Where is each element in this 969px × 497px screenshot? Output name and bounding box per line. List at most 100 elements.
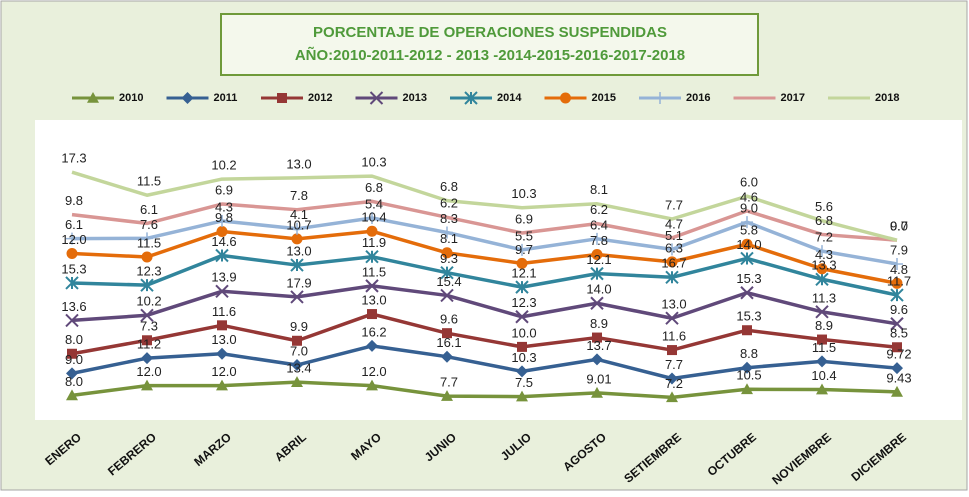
marker	[66, 389, 78, 401]
data-label: 6.1	[65, 217, 83, 232]
marker	[216, 379, 228, 391]
marker	[516, 390, 528, 402]
data-label: 12.0	[361, 364, 386, 379]
marker	[366, 339, 378, 352]
marker	[666, 256, 678, 268]
marker	[891, 277, 903, 289]
marker	[560, 92, 571, 104]
data-label: 6.0	[740, 175, 758, 190]
data-label: 9.0	[65, 352, 83, 367]
marker	[291, 359, 303, 372]
data-label: 0.0	[890, 219, 908, 234]
marker	[742, 325, 752, 336]
data-label: 8.3	[440, 211, 458, 226]
data-label: 9.6	[890, 302, 908, 317]
marker	[816, 263, 828, 275]
marker	[291, 376, 303, 387]
marker	[817, 334, 827, 345]
data-label: 13.6	[61, 299, 86, 314]
marker	[665, 311, 679, 325]
marker	[217, 320, 227, 331]
data-label: 13.0	[361, 292, 386, 307]
data-label: 7.2	[665, 376, 683, 391]
data-label: 8.0	[65, 332, 83, 347]
data-label: 12.0	[136, 364, 161, 379]
data-label: 15.3	[736, 309, 761, 324]
legend-label: 2014	[497, 92, 522, 104]
chart-title: PORCENTAJE DE OPERACIONES SUSPENDIDAS	[313, 24, 667, 41]
marker	[181, 92, 194, 104]
marker	[892, 342, 902, 353]
marker	[665, 270, 679, 285]
chart-subtitle: AÑO:2010-2011-2012 - 2013 -2014-2015-201…	[295, 46, 685, 64]
marker	[592, 332, 602, 343]
marker	[367, 309, 377, 320]
data-label: 6.3	[665, 240, 683, 255]
data-label: 13.0	[661, 297, 686, 312]
data-label: 11.5	[362, 264, 386, 279]
marker	[66, 232, 78, 245]
marker	[291, 233, 303, 245]
series-line	[71, 253, 898, 297]
data-label: 14.0	[586, 282, 611, 297]
marker	[666, 372, 678, 385]
marker	[65, 313, 79, 328]
marker	[516, 257, 528, 269]
marker	[66, 248, 78, 260]
marker	[366, 225, 378, 237]
marker	[890, 288, 904, 302]
data-label: 4.6	[740, 189, 758, 204]
marker	[464, 91, 478, 105]
marker	[891, 362, 903, 375]
marker	[590, 266, 604, 281]
data-label: 4.3	[815, 247, 833, 262]
data-label: 9.01	[586, 371, 611, 386]
data-label: 5.4	[365, 196, 383, 211]
data-label: 17.9	[286, 275, 311, 290]
data-label: 12.0	[211, 364, 236, 379]
marker	[441, 226, 453, 239]
data-label: 8.1	[590, 182, 608, 197]
data-label: 10.4	[361, 210, 386, 225]
series-line	[71, 229, 898, 286]
data-label: 10.2	[136, 294, 161, 309]
data-label: 11.6	[662, 329, 686, 344]
series-line	[71, 344, 898, 381]
data-label: 6.9	[215, 182, 233, 197]
marker	[515, 310, 529, 324]
data-label: 7.3	[140, 319, 158, 334]
data-label: 7.0	[290, 343, 308, 358]
marker	[815, 272, 829, 286]
marker	[816, 383, 828, 395]
data-label: 16.2	[361, 324, 386, 339]
marker	[740, 286, 754, 300]
marker	[440, 265, 454, 280]
data-label: 7.2	[815, 230, 833, 245]
data-label: 9.6	[440, 312, 458, 327]
legend-label: 2016	[686, 92, 710, 104]
legend-label: 2010	[119, 92, 143, 104]
data-label: 15.3	[61, 261, 86, 276]
data-label: 7.9	[890, 242, 908, 257]
marker	[140, 308, 154, 322]
data-label: 11.5	[137, 235, 161, 250]
marker	[290, 258, 304, 272]
marker	[292, 335, 302, 346]
marker	[517, 341, 527, 352]
legend-label: 2017	[781, 92, 805, 104]
data-label: 7.8	[590, 233, 608, 248]
data-label: 10.0	[511, 325, 536, 340]
marker	[815, 305, 829, 319]
marker	[67, 348, 77, 359]
data-label: 5.8	[740, 223, 758, 238]
legend-label: 2018	[875, 92, 899, 104]
marker	[369, 91, 384, 105]
data-label: 9.8	[215, 210, 233, 225]
data-label: 15.4	[436, 274, 461, 289]
data-label: 7.7	[665, 197, 683, 212]
data-label: 12.0	[61, 232, 86, 247]
data-label: 13.4	[286, 361, 311, 376]
data-label: 7.7	[665, 357, 683, 372]
legend-label: 2015	[592, 92, 616, 104]
